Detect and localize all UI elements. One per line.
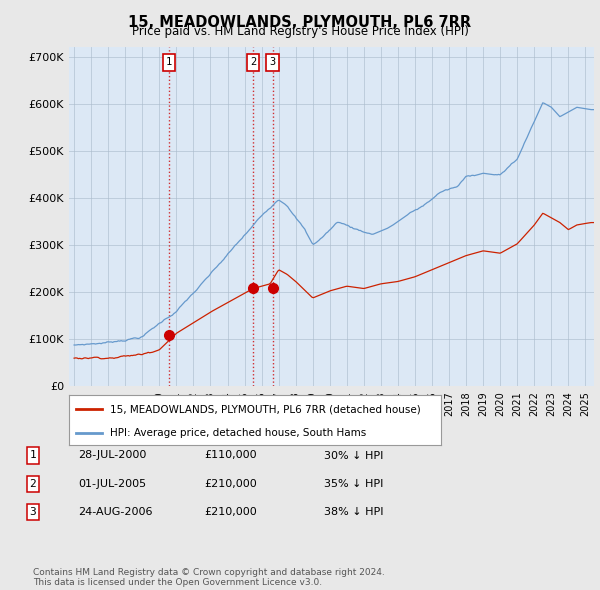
Text: HPI: Average price, detached house, South Hams: HPI: Average price, detached house, Sout… — [110, 428, 366, 438]
Text: 3: 3 — [29, 507, 37, 517]
Text: 30% ↓ HPI: 30% ↓ HPI — [324, 451, 383, 460]
Text: 2: 2 — [250, 57, 256, 67]
Text: 35% ↓ HPI: 35% ↓ HPI — [324, 479, 383, 489]
Text: 01-JUL-2005: 01-JUL-2005 — [78, 479, 146, 489]
Text: 1: 1 — [166, 57, 172, 67]
Text: 28-JUL-2000: 28-JUL-2000 — [78, 451, 146, 460]
Text: £110,000: £110,000 — [204, 451, 257, 460]
Text: 2: 2 — [29, 479, 37, 489]
Text: 1: 1 — [29, 451, 37, 460]
Text: 15, MEADOWLANDS, PLYMOUTH, PL6 7RR (detached house): 15, MEADOWLANDS, PLYMOUTH, PL6 7RR (deta… — [110, 404, 421, 414]
Text: £210,000: £210,000 — [204, 479, 257, 489]
Text: 24-AUG-2006: 24-AUG-2006 — [78, 507, 152, 517]
Text: 15, MEADOWLANDS, PLYMOUTH, PL6 7RR: 15, MEADOWLANDS, PLYMOUTH, PL6 7RR — [128, 15, 472, 30]
Text: Price paid vs. HM Land Registry's House Price Index (HPI): Price paid vs. HM Land Registry's House … — [131, 25, 469, 38]
Text: Contains HM Land Registry data © Crown copyright and database right 2024.
This d: Contains HM Land Registry data © Crown c… — [33, 568, 385, 587]
Text: 3: 3 — [269, 57, 276, 67]
Text: 38% ↓ HPI: 38% ↓ HPI — [324, 507, 383, 517]
Text: £210,000: £210,000 — [204, 507, 257, 517]
